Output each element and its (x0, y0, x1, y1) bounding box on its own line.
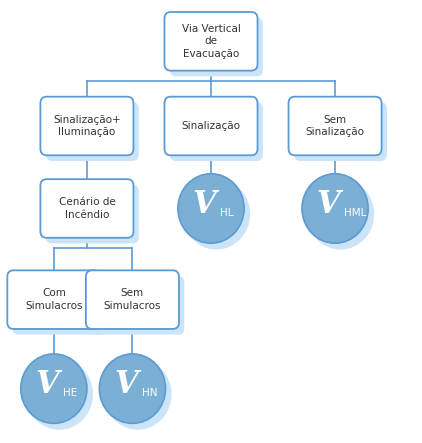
Circle shape (178, 174, 244, 243)
FancyBboxPatch shape (165, 12, 257, 70)
Circle shape (99, 354, 165, 424)
FancyBboxPatch shape (7, 270, 100, 329)
Text: Com
Simulacros: Com Simulacros (25, 288, 83, 311)
Text: Sinalização+
Iluminação: Sinalização+ Iluminação (53, 115, 121, 137)
Text: V: V (192, 189, 216, 220)
Text: V: V (35, 369, 59, 400)
Text: HE: HE (63, 388, 77, 398)
FancyBboxPatch shape (41, 179, 133, 238)
FancyBboxPatch shape (46, 102, 139, 161)
FancyBboxPatch shape (294, 102, 387, 161)
Text: Sinalização: Sinalização (181, 121, 241, 131)
FancyBboxPatch shape (91, 276, 184, 334)
FancyBboxPatch shape (41, 97, 133, 155)
FancyBboxPatch shape (46, 185, 139, 243)
FancyBboxPatch shape (13, 276, 106, 334)
FancyBboxPatch shape (170, 18, 263, 76)
Text: HML: HML (344, 208, 367, 218)
Text: HN: HN (141, 388, 157, 398)
Text: V: V (114, 369, 138, 400)
Circle shape (302, 174, 368, 243)
Circle shape (307, 179, 373, 249)
FancyBboxPatch shape (170, 102, 263, 161)
Circle shape (26, 360, 92, 429)
Circle shape (183, 179, 249, 249)
Text: Sem
Sinalização: Sem Sinalização (306, 115, 365, 137)
Text: Sem
Simulacros: Sem Simulacros (104, 288, 161, 311)
Text: Cenário de
Incêndio: Cenário de Incêndio (59, 197, 115, 220)
Text: HL: HL (220, 208, 234, 218)
FancyBboxPatch shape (86, 270, 179, 329)
FancyBboxPatch shape (289, 97, 381, 155)
Circle shape (105, 360, 171, 429)
Circle shape (21, 354, 87, 424)
FancyBboxPatch shape (165, 97, 257, 155)
Text: V: V (316, 189, 340, 220)
Text: Via Vertical
de
Evacuação: Via Vertical de Evacuação (181, 24, 241, 59)
